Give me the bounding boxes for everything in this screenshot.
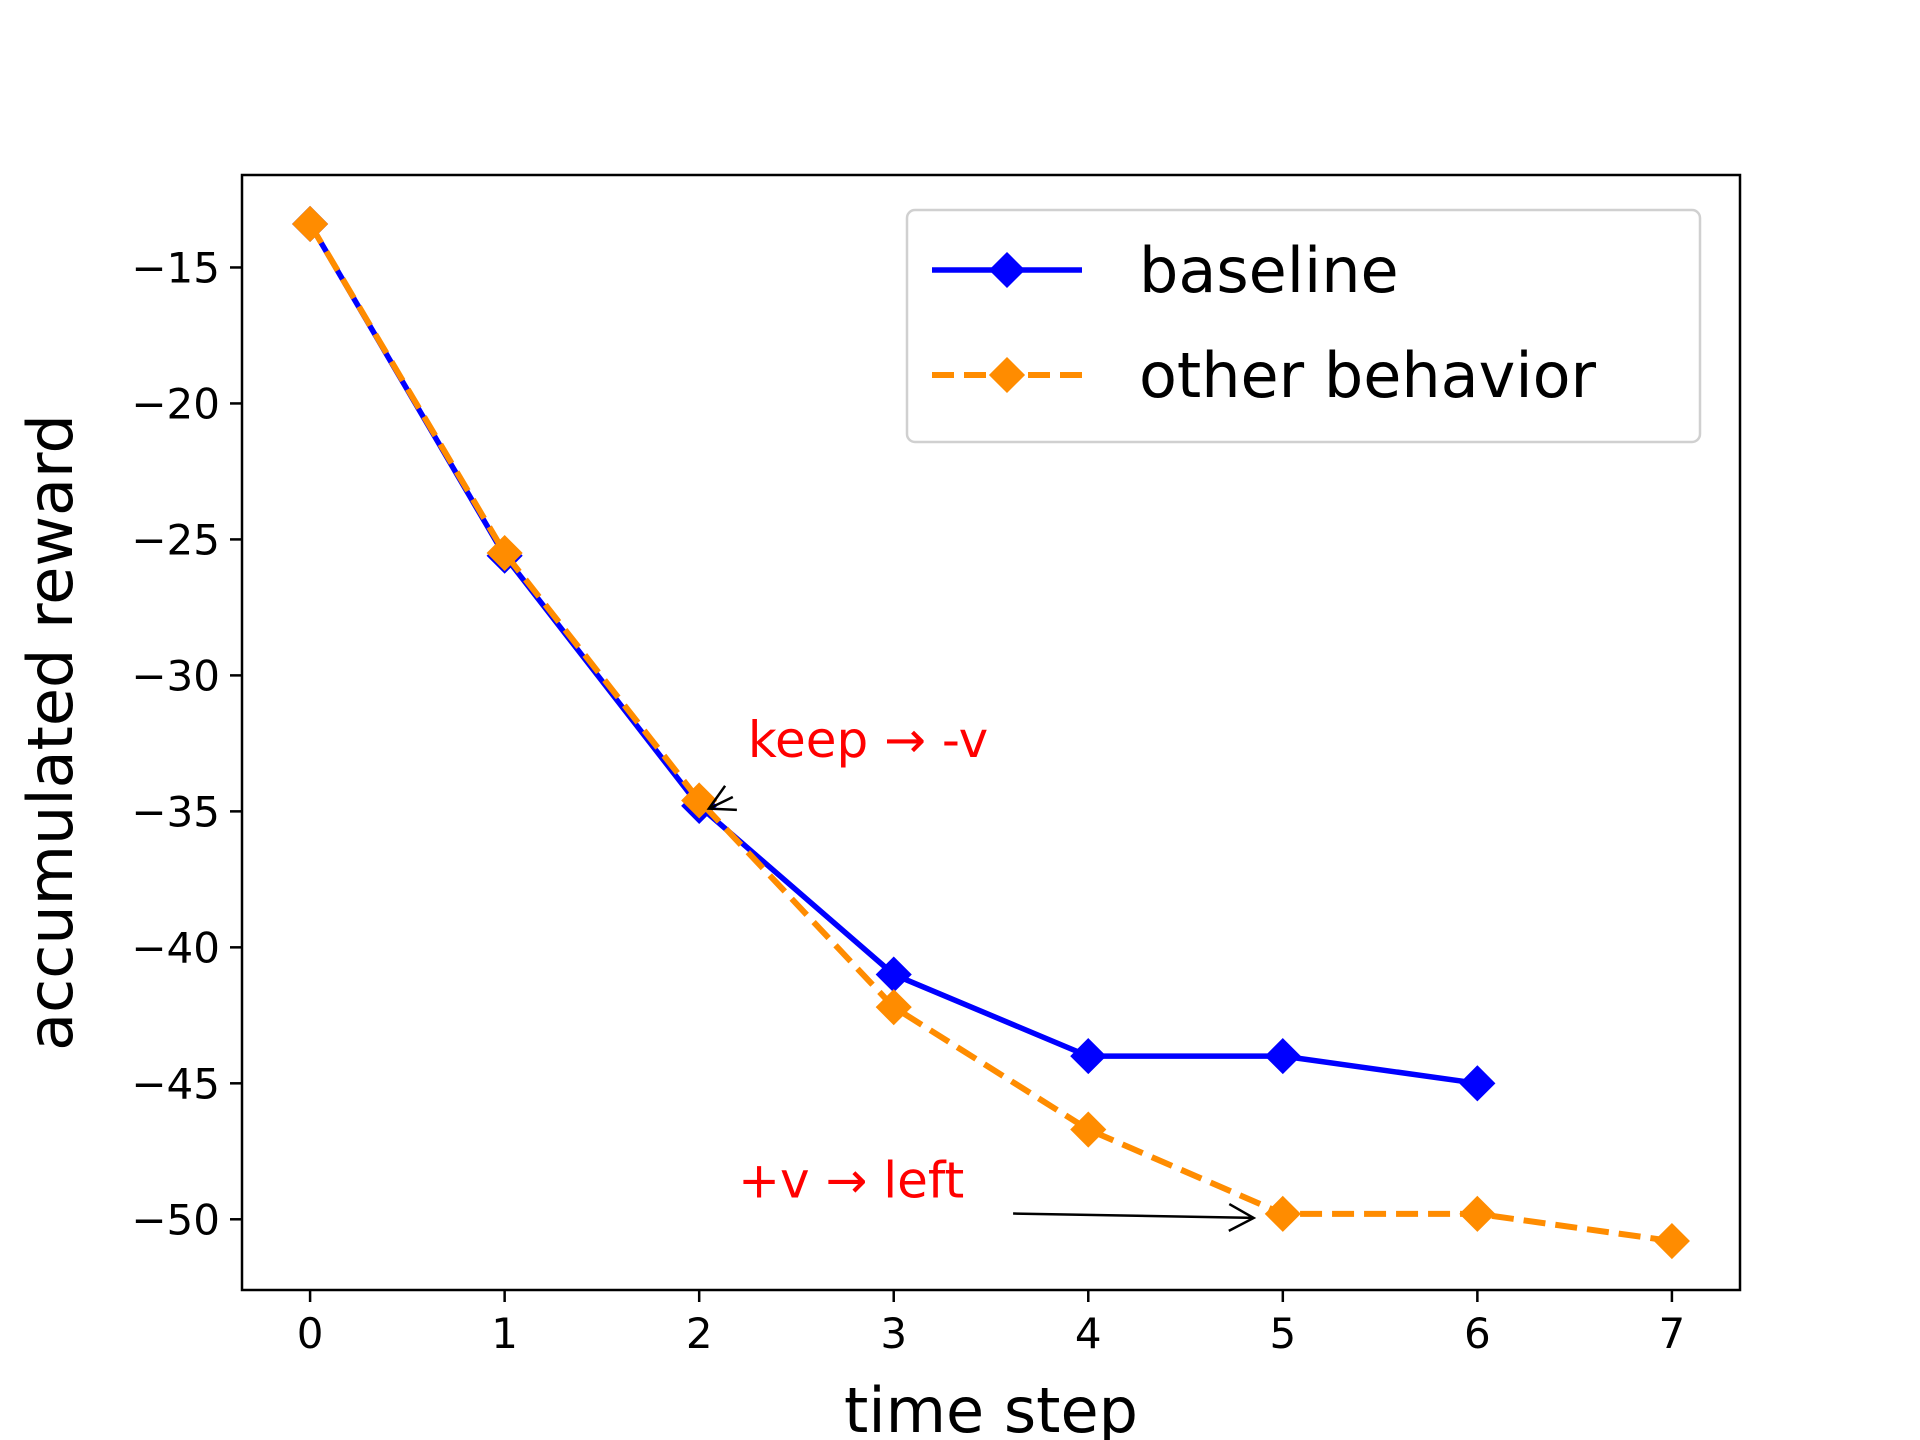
annotation: +v → left	[738, 1152, 1257, 1233]
data-point	[875, 989, 912, 1026]
data-point	[1264, 1195, 1301, 1232]
annotation-arrow-head	[1228, 1202, 1257, 1233]
y-tick-label: −45	[131, 1059, 220, 1108]
legend-item: other behavior	[932, 339, 1597, 412]
x-tick-label: 0	[297, 1309, 324, 1358]
y-tick-label: −25	[131, 515, 220, 564]
data-point	[1459, 1065, 1496, 1102]
legend-marker	[988, 251, 1026, 289]
plot-area	[292, 205, 1690, 1260]
y-axis-title: accumulated reward	[14, 414, 87, 1051]
annotations: keep → -v +v → left	[706, 711, 1257, 1233]
annotation: keep → -v	[706, 711, 988, 812]
x-tick-label: 7	[1659, 1309, 1686, 1358]
data-point	[1070, 1111, 1107, 1148]
x-tick-label: 6	[1464, 1309, 1491, 1358]
x-tick-label: 5	[1269, 1309, 1296, 1358]
legend: baseline other behavior	[905, 208, 1702, 444]
y-tick-label: −35	[131, 787, 220, 836]
x-tick-label: 4	[1075, 1309, 1102, 1358]
series-line	[307, 222, 1673, 1245]
annotation-arrow-head	[706, 785, 737, 812]
data-point	[1459, 1195, 1496, 1232]
axes: 0 1 2 3 4 5 6 7 −15 −20 −25 −30 −35 −40 −45 −50	[131, 173, 1742, 1358]
y-tick-label: −20	[131, 379, 220, 428]
legend-label: other behavior	[1139, 339, 1597, 412]
legend-frame	[905, 208, 1702, 444]
x-axis-title: time step	[844, 1374, 1138, 1440]
legend-marker	[988, 356, 1026, 394]
legend-label: baseline	[1139, 234, 1399, 307]
annotation-text: keep → -v	[748, 711, 988, 769]
data-point	[486, 534, 523, 572]
x-tick-label: 3	[880, 1309, 907, 1358]
x-tick-label: 2	[686, 1309, 713, 1358]
axes-frame	[240, 173, 1742, 1292]
data-point	[292, 205, 329, 243]
annotation-arrow-line	[1013, 1212, 1254, 1220]
x-tick-label: 1	[491, 1309, 518, 1358]
data-point	[1070, 1038, 1107, 1075]
y-tick-label: −15	[131, 243, 220, 292]
legend-item: baseline	[932, 234, 1399, 307]
annotation-arrow-line	[708, 795, 734, 810]
data-point	[1653, 1222, 1690, 1260]
y-tick-label: −40	[131, 923, 220, 972]
y-tick-label: −50	[131, 1195, 220, 1244]
annotation-text: +v → left	[738, 1152, 964, 1210]
y-tick-label: −30	[131, 651, 220, 700]
data-point	[1264, 1038, 1301, 1075]
